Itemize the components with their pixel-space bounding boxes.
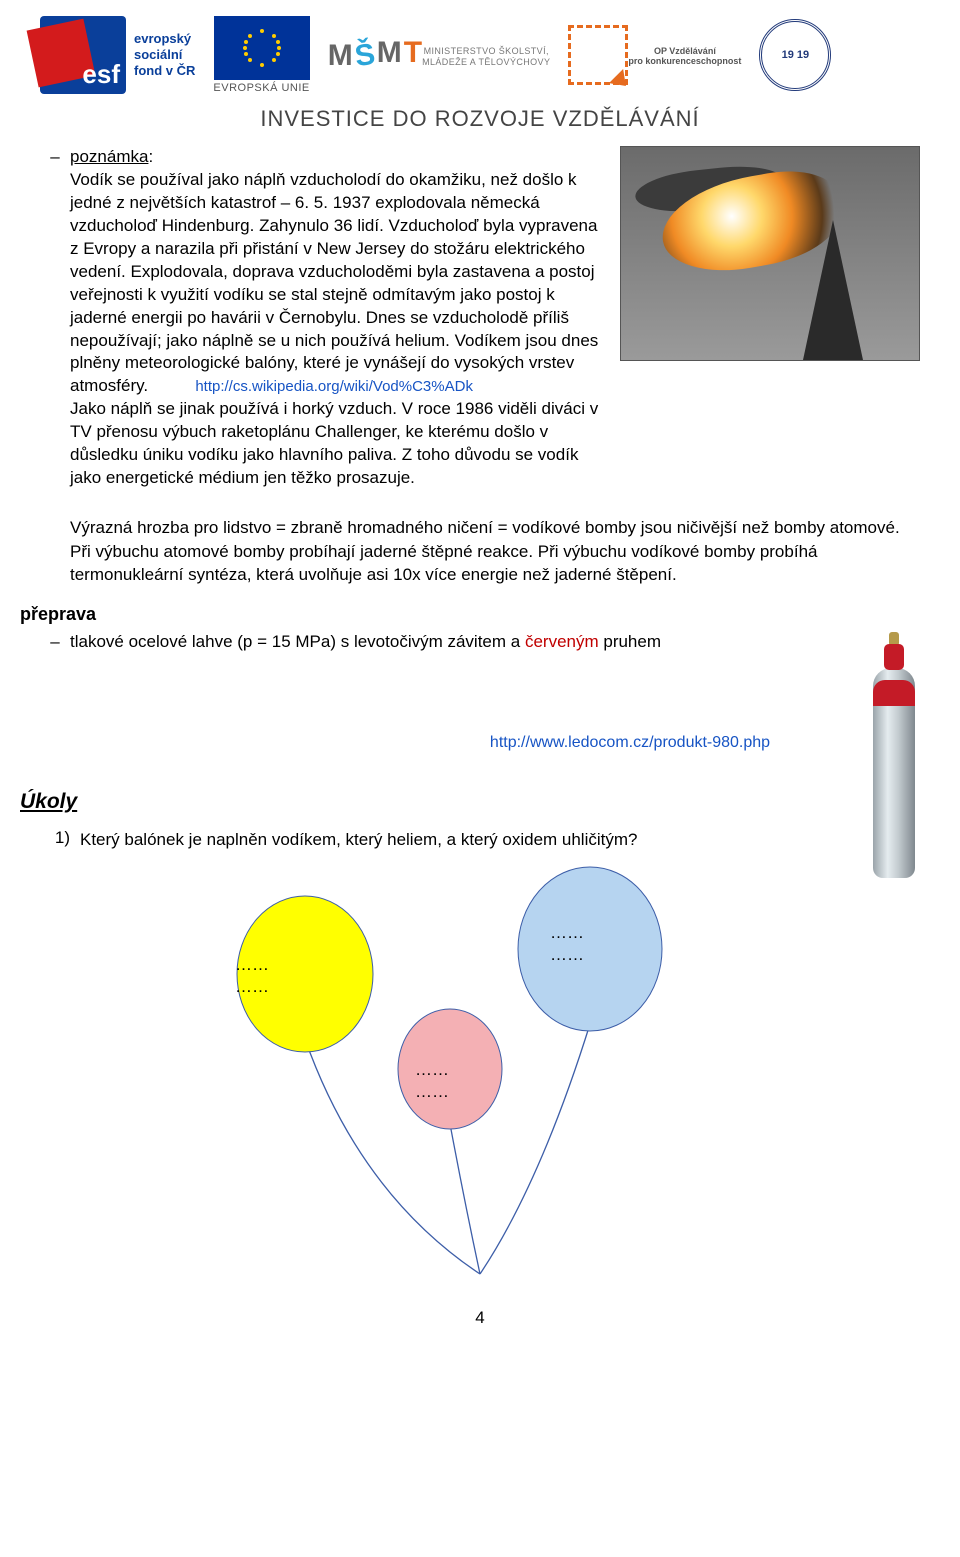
task-1-number: 1): [40, 828, 80, 848]
msmt-sub: MINISTERSTVO ŠKOLSTVÍ, MLÁDEŽE A TĚLOVÝC…: [422, 46, 550, 68]
header-logo-strip: esf evropský sociální fond v ČR: [40, 10, 920, 96]
ukoly-heading: Úkoly: [20, 790, 920, 814]
msmt-mark2: MT: [377, 39, 422, 66]
section-transport: přeprava: [20, 604, 920, 625]
esf-logo: esf evropský sociální fond v ČR: [40, 16, 195, 94]
threat-paragraph: Výrazná hrozba pro lidstvo = zbraně hrom…: [70, 516, 920, 586]
pink-answer[interactable]: …………: [415, 1059, 449, 1103]
cylinder-link[interactable]: http://www.ledocom.cz/produkt-980.php: [490, 734, 770, 751]
balloon-svg: [180, 864, 780, 1284]
wikipedia-link[interactable]: http://cs.wikipedia.org/wiki/Vod%C3%ADk: [195, 378, 473, 395]
eu-label: EVROPSKÁ UNIE: [213, 82, 309, 94]
note-body2: Jako náplň se jinak používá i horký vzdu…: [70, 399, 598, 487]
bullet-dash: –: [40, 631, 70, 654]
yellow-answer[interactable]: …………: [235, 954, 269, 998]
page-number: 4: [40, 1308, 920, 1328]
esf-line2: sociální: [134, 47, 195, 63]
esf-abbr: esf: [82, 59, 120, 90]
balloon-diagram: ………… ………… …………: [180, 864, 780, 1284]
eu-logo: EVROPSKÁ UNIE: [213, 16, 309, 94]
note-text: poznámka: Vodík se používal jako náplň v…: [70, 146, 606, 490]
school-seal: 19 19: [759, 19, 831, 91]
msmt-logo: MŠ MT MINISTERSTVO ŠKOLSTVÍ, MLÁDEŽE A T…: [328, 42, 551, 69]
transport-pre: tlakové ocelové lahve (p = 15 MPa) s lev…: [70, 632, 525, 651]
opvk-mark: [568, 25, 628, 85]
gas-cylinder-image: [866, 668, 922, 878]
note-body1: Vodík se používal jako náplň vzducholodí…: [70, 170, 598, 395]
transport-item: – tlakové ocelové lahve (p = 15 MPa) s l…: [40, 631, 920, 654]
note-block: – poznámka: Vodík se používal jako náplň…: [40, 146, 920, 490]
esf-line1: evropský: [134, 31, 195, 47]
opvk-logo: OP Vzdělávání pro konkurenceschopnost: [568, 25, 741, 85]
blue-answer[interactable]: …………: [550, 922, 584, 966]
eu-flag: [214, 16, 310, 80]
task-1-text: Který balónek je naplněn vodíkem, který …: [80, 828, 920, 852]
esf-line3: fond v ČR: [134, 63, 195, 79]
bullet-dash: –: [40, 146, 70, 169]
msmt-mark: MŠ: [328, 42, 377, 69]
esf-mark: esf: [40, 16, 126, 94]
hindenburg-image: [620, 146, 920, 361]
esf-side-text: evropský sociální fond v ČR: [134, 31, 195, 80]
note-label: poznámka: [70, 147, 148, 166]
transport-red: červeným: [525, 632, 599, 651]
note-colon: :: [148, 147, 153, 166]
opvk-sub: OP Vzdělávání pro konkurenceschopnost: [628, 47, 741, 67]
investice-title: INVESTICE DO ROZVOJE VZDĚLÁVÁNÍ: [40, 106, 920, 132]
task-1: 1) Který balónek je naplněn vodíkem, kte…: [40, 828, 920, 852]
transport-post: pruhem: [599, 632, 661, 651]
